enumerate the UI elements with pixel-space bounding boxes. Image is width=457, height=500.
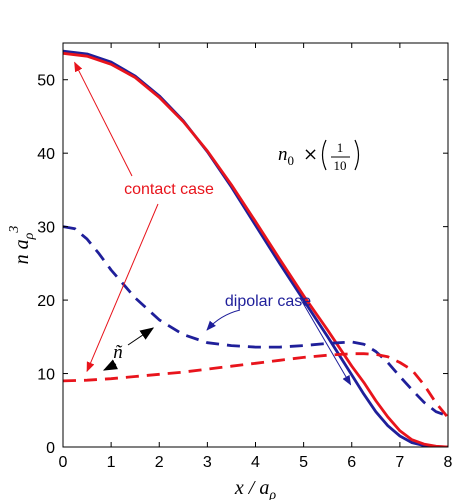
dipolar-case-arrow-left (206, 309, 241, 331)
scale-factor-n: n0 (278, 144, 294, 168)
ntilde-arrow-dipolar (127, 327, 155, 346)
y-axis-label: n aρ3 (7, 226, 37, 265)
x-tick-label: 3 (203, 454, 212, 471)
x-tick-label: 4 (251, 454, 260, 471)
scale-factor-paren-right (354, 139, 360, 171)
y-tick-label: 40 (37, 146, 55, 163)
scale-factor-paren-left (321, 139, 327, 171)
annotation-group: contact case dipolar case ñ n0 × 1 10 (74, 61, 360, 386)
scale-factor-numerator: 1 (337, 140, 344, 155)
scale-factor-label: n0 × 1 10 (278, 139, 360, 173)
dipolar-density-line (63, 49, 448, 447)
x-tick-label: 2 (155, 454, 164, 471)
scale-factor-subscript: 0 (288, 153, 295, 168)
dipolar-ntilde-dashed-line (63, 225, 448, 418)
y-tick-label: 50 (37, 73, 55, 90)
curve-group (63, 49, 448, 447)
y-axis-label-superscript: 3 (7, 226, 22, 234)
contact-case-arrow-bottom (86, 203, 159, 373)
dipolar-case-arrow-right (299, 297, 352, 386)
x-tick-label: 8 (444, 454, 453, 471)
y-tick-label: 30 (37, 220, 55, 237)
contact-density-line (63, 51, 448, 447)
y-tick-label: 20 (37, 293, 55, 310)
y-axis-label-subscript: ρ (22, 232, 37, 240)
x-tick-label: 5 (299, 454, 308, 471)
contact-case-label: contact case (124, 181, 214, 198)
x-tick-label: 7 (395, 454, 404, 471)
plot-frame (62, 42, 449, 448)
x-tick-label: 6 (347, 454, 356, 471)
scale-factor-times: × (303, 144, 318, 165)
y-tick-label: 10 (37, 367, 55, 384)
x-tick-label: 0 (59, 454, 68, 471)
x-tick-label: 1 (107, 454, 116, 471)
x-axis-label-subscript: ρ (268, 488, 276, 500)
scale-factor-denominator: 10 (334, 158, 347, 173)
contact-case-arrow-top (74, 61, 133, 177)
contact-ntilde-dashed-line (63, 352, 448, 419)
ntilde-arrow-contact (103, 359, 118, 371)
x-axis-label: x / aρ (234, 477, 276, 500)
dipolar-case-label: dipolar case (225, 293, 311, 310)
ntilde-label: ñ (113, 342, 123, 363)
y-tick-label: 0 (46, 440, 55, 457)
